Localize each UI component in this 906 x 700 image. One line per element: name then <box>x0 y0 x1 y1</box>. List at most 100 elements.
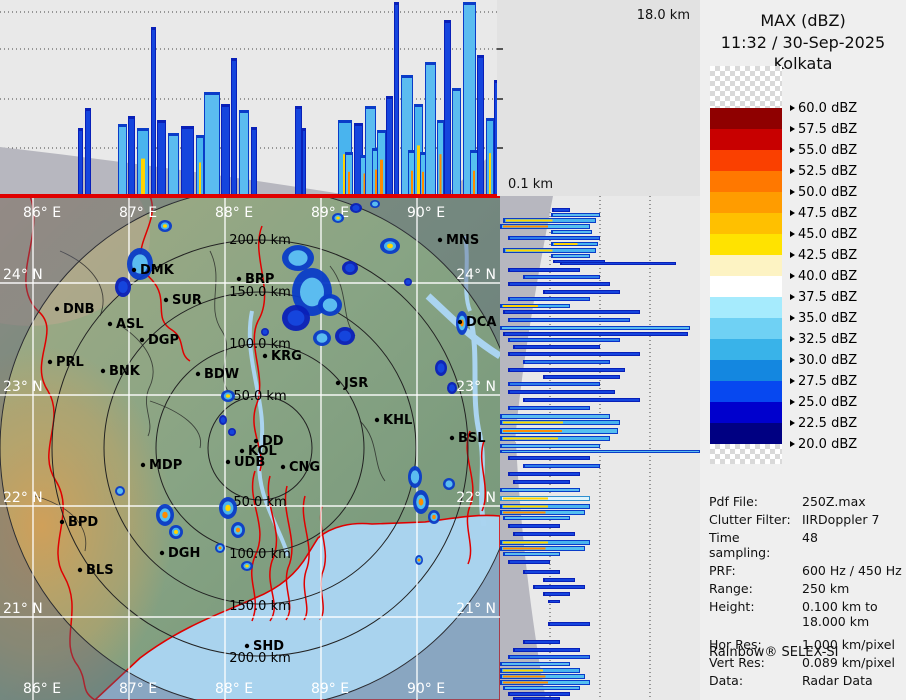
river <box>463 235 472 312</box>
metadata-row: Pdf File: 250Z.max <box>709 494 904 509</box>
axis-tick <box>497 98 503 100</box>
range-ring <box>103 291 417 605</box>
city-dot-BLS <box>77 567 83 573</box>
legend-value-label: 40.0 dBZ <box>798 268 858 284</box>
city-label-KOL: KOL <box>248 444 277 459</box>
axis-label-area: 18.0 km 0.1 km <box>497 0 700 196</box>
legend-value-label: 22.5 dBZ <box>798 415 858 431</box>
legend-value-label: 37.5 dBZ <box>798 289 858 305</box>
state-border <box>302 495 310 621</box>
legend-entry: 37.5 dBZ <box>790 289 858 305</box>
city-label-DGP: DGP <box>148 333 179 348</box>
metadata-label: Clutter Filter: <box>709 512 791 527</box>
latitude-label: 24° N <box>3 267 43 283</box>
state-border <box>267 475 278 622</box>
city-label-PRL: PRL <box>56 355 84 370</box>
city-label-DCA: DCA <box>466 315 496 330</box>
metadata-label: Data: <box>709 673 744 688</box>
legend-value-label: 27.5 dBZ <box>798 373 858 389</box>
city-label-JSR: JSR <box>343 376 368 391</box>
radar-echoes <box>115 200 468 571</box>
longitude-label: 87° E <box>119 205 157 221</box>
state-border <box>25 196 96 700</box>
latitude-label: 24° N <box>456 267 496 283</box>
metadata-label: Hor Res: <box>709 637 762 652</box>
city-label-DMK: DMK <box>140 263 175 278</box>
state-border <box>139 196 191 362</box>
state-border <box>284 485 293 621</box>
legend-entry: 42.5 dBZ <box>790 247 858 263</box>
metadata-label: Height: <box>709 599 755 614</box>
legend-entry: 47.5 dBZ <box>790 206 857 221</box>
legend-band <box>710 360 782 381</box>
legend-band <box>710 381 782 402</box>
legend-entry: 27.5 dBZ <box>790 373 858 389</box>
legend-band <box>710 297 782 318</box>
legend-band <box>710 339 782 360</box>
city-dot-BRP <box>236 276 242 282</box>
axis-tick <box>497 48 503 50</box>
range-ring-label: 200.0 km <box>229 233 291 248</box>
legend-value-label: 60.0 dBZ <box>798 100 858 116</box>
legend-entry: 32.5 dBZ <box>790 331 858 347</box>
metadata-row: Vert Res: 0.089 km/pixel <box>709 655 904 670</box>
latitude-label: 23° N <box>456 379 496 395</box>
legend-value-label: 50.0 dBZ <box>798 184 858 200</box>
metadata-row: PRF: 600 Hz / 450 Hz <box>709 563 904 578</box>
longitude-label: 89° E <box>311 681 349 697</box>
range-ring <box>51 239 469 657</box>
legend-value-label: 52.5 dBZ <box>798 163 858 179</box>
metadata-row: Data: Radar Data <box>709 673 904 688</box>
product-datetime: 11:32 / 30-Sep-2025 <box>720 32 886 52</box>
metadata-label: Range: <box>709 581 753 596</box>
range-ring-label: 150.0 km <box>229 285 291 300</box>
legend-arrow-icon <box>790 315 795 321</box>
legend-entry: 60.0 dBZ <box>790 100 858 116</box>
ew-profile-plot <box>0 0 497 196</box>
longitude-label: 90° E <box>407 681 445 697</box>
city-label-BPD: BPD <box>68 515 98 530</box>
legend-entry: 30.0 dBZ <box>790 353 857 368</box>
city-label-BLS: BLS <box>86 563 114 578</box>
legend-value-label: 42.5 dBZ <box>798 247 858 263</box>
legend-entry: 57.5 dBZ <box>790 122 857 137</box>
legend-entry: 50.0 dBZ <box>790 184 858 200</box>
metadata-label: Pdf File: <box>709 494 758 509</box>
metadata-label: Vert Res: <box>709 655 765 670</box>
city-dot-SHD <box>244 643 250 649</box>
ns-profile-plot <box>500 196 700 700</box>
city-label-KRG: KRG <box>271 349 302 364</box>
metadata-value: 1.000 km/pixel <box>802 637 895 652</box>
legend-arrow-icon <box>790 231 795 237</box>
city-dot-BPD <box>59 519 65 525</box>
district-border <box>359 420 386 482</box>
legend-value-label: 45.0 dBZ <box>798 226 858 242</box>
radar-map-panel: 86° E 86° E 87° E 87° E 88° E 88° E 89° E 89° E… <box>0 196 500 700</box>
city-dot-DGP <box>139 337 145 343</box>
city-dot-DD <box>253 438 259 444</box>
software-brand-label: Rainbow® SELEX-SI <box>709 645 839 660</box>
longitude-label: 86° E <box>23 681 61 697</box>
range-ring-label: 100.0 km <box>229 547 291 562</box>
legend-entry: 55.0 dBZ <box>790 143 857 158</box>
city-label-MNS: MNS <box>446 233 479 248</box>
legend-band <box>710 234 782 255</box>
range-ring-label: 100.0 km <box>229 337 291 352</box>
legend-band <box>710 129 782 150</box>
station-name: Kolkata <box>773 54 833 74</box>
legend-value-label: 32.5 dBZ <box>798 331 858 347</box>
radar-map: 86° E86° E87° E87° E88° E88° E89° E89° E… <box>0 196 500 700</box>
city-dot-ASL <box>107 321 113 327</box>
legend-arrow-icon <box>790 357 795 363</box>
latitude-label: 23° N <box>3 379 43 395</box>
legend-arrow-icon <box>790 420 795 426</box>
legend-value-label: 35.0 dBZ <box>798 310 858 326</box>
city-label-CNG: CNG <box>289 460 320 475</box>
city-label-ASL: ASL <box>116 317 144 332</box>
city-label-UDB: UDB <box>234 455 265 470</box>
city-label-BSL: BSL <box>458 431 486 446</box>
legend-band <box>710 276 782 297</box>
district-border <box>59 250 104 317</box>
legend-arrow-icon <box>790 336 795 342</box>
